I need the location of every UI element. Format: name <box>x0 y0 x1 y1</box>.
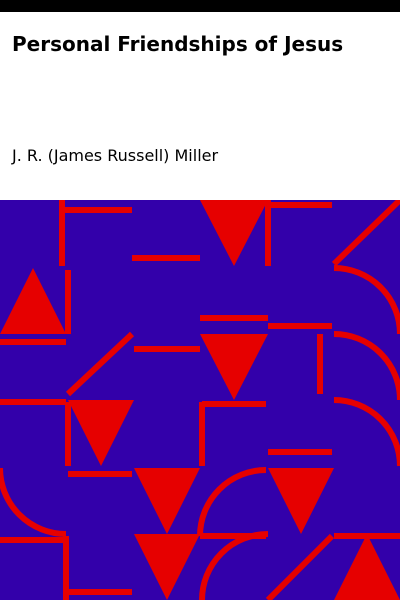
book-title: Personal Friendships of Jesus <box>12 32 344 56</box>
pattern-arcs <box>0 265 400 600</box>
book-author: J. R. (James Russell) Miller <box>12 146 219 165</box>
pattern-triangles <box>0 200 400 600</box>
top-strip <box>0 0 400 12</box>
cover-pattern <box>0 200 400 600</box>
pattern-lines <box>0 200 400 600</box>
